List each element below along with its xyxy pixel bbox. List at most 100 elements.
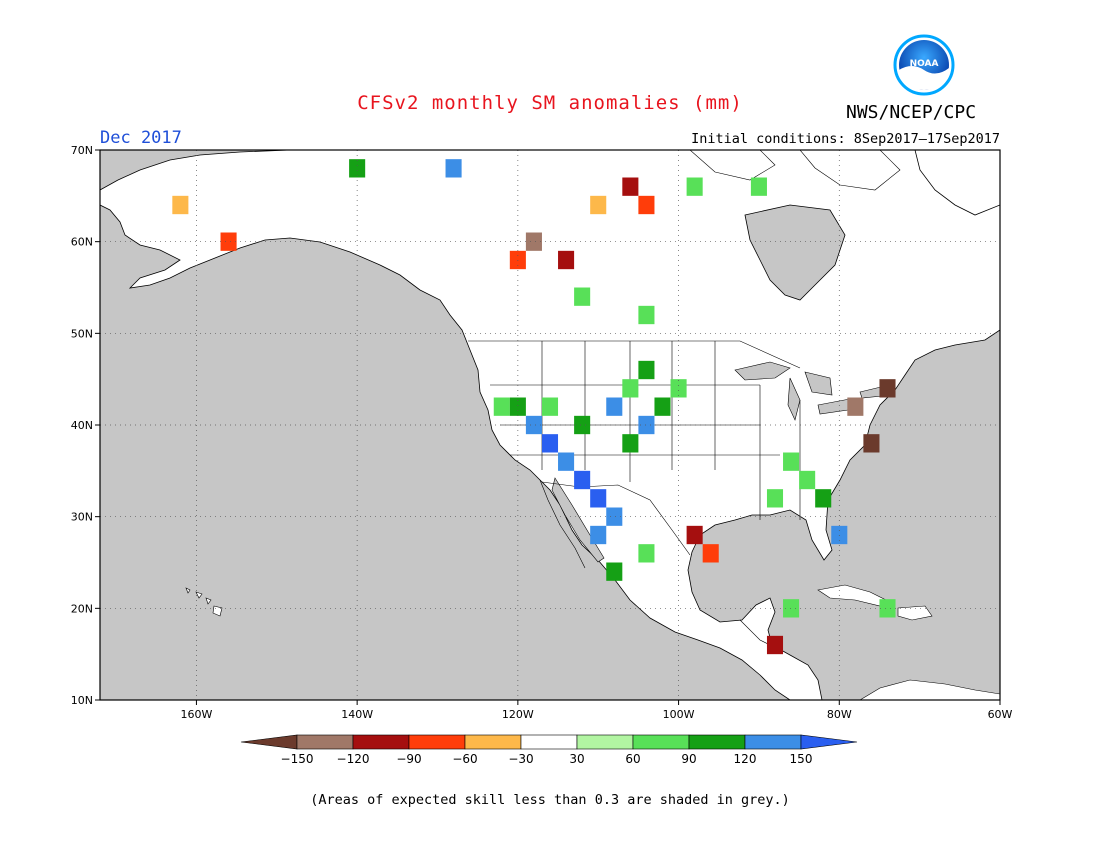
anomaly-cell (493, 397, 510, 416)
anomaly-cell (622, 434, 639, 453)
lon-tick-label: 80W (827, 708, 852, 721)
anomaly-cell (750, 177, 767, 196)
anomaly-cell (445, 159, 462, 178)
graticule (100, 150, 1000, 700)
legend-arrow-low (240, 734, 298, 750)
anomaly-cell (622, 177, 639, 196)
valid-period-label: Dec 2017 (100, 128, 182, 148)
anomaly-cell (574, 470, 591, 490)
lat-tick-label: 10N (71, 694, 93, 707)
anomaly-cell (766, 635, 784, 655)
hawaii (185, 587, 223, 617)
legend-swatch (296, 734, 354, 750)
anomaly-cell (622, 379, 639, 398)
lon-tick-label: 160W (180, 708, 212, 721)
lat-tick-label: 30N (71, 511, 93, 524)
anomaly-cell (606, 397, 623, 416)
anomaly-cell (638, 415, 655, 435)
hispaniola (897, 605, 933, 621)
initial-conditions-label: Initial conditions: 8Sep2017–17Sep2017 (691, 131, 1000, 147)
logo-text: NOAA (910, 59, 939, 69)
lat-tick-label: 50N (71, 327, 93, 340)
arctic-islands (689, 150, 901, 191)
anomaly-cell (172, 195, 189, 215)
great-lakes (734, 361, 886, 421)
anomaly-cell (879, 599, 896, 618)
anomaly-cell (766, 489, 784, 508)
anomaly-cell (558, 452, 575, 471)
anomaly-cell (574, 415, 591, 435)
anomaly-cell (702, 544, 719, 563)
longitude-ticks: 160W 140W 120W 100W 80W 60W (180, 700, 1013, 721)
legend-swatch (520, 734, 578, 750)
legend-label: 150 (790, 752, 813, 766)
anomaly-cell (879, 379, 896, 398)
lon-tick-label: 120W (502, 708, 534, 721)
anomaly-cell (220, 232, 237, 251)
anomaly-cell (638, 195, 655, 215)
anomaly-cell (654, 397, 671, 416)
anomaly-cell (606, 507, 623, 526)
legend-swatch (352, 734, 410, 750)
legend-label: 90 (681, 752, 696, 766)
greenland (914, 150, 1000, 216)
anomaly-cell (574, 287, 591, 306)
anomaly-cell (590, 489, 607, 508)
skill-footnote: (Areas of expected skill less than 0.3 a… (310, 792, 790, 808)
legend-swatch (688, 734, 746, 750)
anomaly-cell (541, 397, 559, 416)
anomaly-cell (863, 434, 880, 453)
hudson-bay (744, 204, 846, 301)
legend-swatch (576, 734, 634, 750)
legend-label: 60 (625, 752, 640, 766)
color-legend: −150 −120 −90 −60 −30 30 60 90 120 150 (240, 734, 858, 766)
legend-swatch (632, 734, 690, 750)
anomaly-cell (541, 434, 559, 453)
anomaly-cell (509, 397, 526, 416)
anomaly-cell (638, 305, 655, 325)
legend-arrow-high (800, 734, 858, 750)
legend-label: −120 (337, 752, 370, 766)
anomaly-cell (799, 470, 816, 490)
lat-tick-label: 20N (71, 602, 93, 615)
anomaly-cell (670, 379, 687, 398)
legend-label: −60 (452, 752, 477, 766)
lat-tick-label: 60N (71, 236, 93, 249)
agency-label: NWS/NCEP/CPC (846, 102, 977, 123)
anomaly-cell (590, 195, 607, 215)
anomaly-cell (558, 250, 575, 270)
legend-label: −150 (281, 752, 314, 766)
anomaly-cell (525, 415, 542, 435)
noaa-logo: NOAA (893, 34, 955, 96)
anomaly-cell (525, 232, 542, 251)
anomaly-cell (847, 397, 864, 416)
baja-peninsula (539, 479, 586, 569)
lat-tick-label: 70N (71, 144, 93, 157)
anomaly-cell (638, 544, 655, 563)
legend-swatch (408, 734, 466, 750)
legend-label: 120 (734, 752, 757, 766)
legend-label: 30 (569, 752, 584, 766)
lon-tick-label: 140W (341, 708, 373, 721)
legend-label: −30 (508, 752, 533, 766)
anomaly-cell (783, 452, 800, 471)
anomaly-cell (606, 562, 623, 581)
anomaly-cells (172, 159, 896, 655)
anomaly-cell (815, 489, 832, 508)
anomaly-cell (783, 599, 800, 618)
legend-swatch (744, 734, 802, 750)
legend-swatch (464, 734, 522, 750)
anomaly-cell (590, 525, 607, 545)
anomaly-cell (349, 159, 366, 178)
anomaly-cell (638, 360, 655, 380)
legend-label: −90 (396, 752, 421, 766)
lon-tick-label: 100W (663, 708, 695, 721)
anomaly-cell (686, 525, 703, 545)
chart-title: CFSv2 monthly SM anomalies (mm) (357, 92, 743, 114)
lat-tick-label: 40N (71, 419, 93, 432)
anomaly-cell (686, 177, 703, 196)
latitude-ticks: 70N 60N 50N 40N 30N 20N 10N (71, 144, 100, 707)
south-america (859, 679, 1000, 700)
lon-tick-label: 60W (988, 708, 1013, 721)
